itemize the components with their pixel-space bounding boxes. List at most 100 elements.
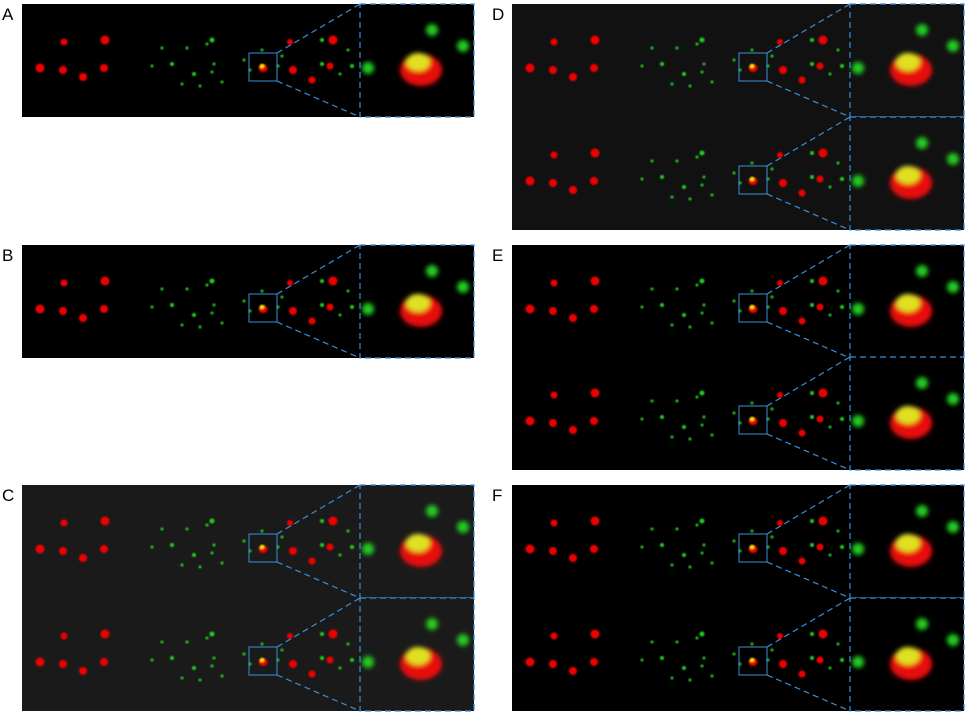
red-cell [816, 415, 824, 423]
target-core [406, 53, 430, 71]
image-background [22, 598, 474, 711]
green-cell [750, 642, 754, 646]
zoom-box [248, 293, 278, 323]
green-cell [320, 279, 324, 283]
red-cell [60, 519, 68, 527]
red-cell [777, 152, 783, 158]
green-cell [260, 529, 264, 533]
red-cell [289, 66, 297, 74]
target-core [896, 534, 920, 552]
green-cell [660, 62, 664, 66]
green-cell [750, 401, 754, 405]
green-cell [699, 278, 705, 284]
green-cell [320, 38, 324, 42]
panel-label: B [2, 246, 13, 265]
green-cell [260, 289, 264, 293]
panel-label: E [492, 246, 503, 265]
green-cell [828, 313, 832, 317]
green-cell [320, 519, 324, 523]
green-cell [205, 283, 209, 287]
red-cell [60, 279, 68, 287]
green-cell [947, 40, 959, 52]
green-cell [675, 640, 679, 644]
green-cell [710, 321, 714, 325]
green-cell [650, 527, 654, 531]
target-core [749, 176, 755, 182]
red-cell [569, 73, 577, 81]
green-cell [180, 676, 184, 680]
green-cell [242, 652, 246, 656]
red-cell [35, 63, 45, 73]
panel-label: D [492, 5, 504, 24]
green-cell [346, 48, 350, 52]
red-cell [525, 657, 535, 667]
red-cell [550, 38, 558, 46]
green-cell [426, 618, 438, 630]
green-cell [242, 58, 246, 62]
red-cell [818, 516, 828, 526]
red-cell [779, 660, 787, 668]
green-cell [732, 171, 736, 175]
green-cell [350, 64, 354, 68]
red-cell [777, 392, 783, 398]
red-cell [525, 416, 535, 426]
green-cell [840, 417, 844, 421]
red-cell [549, 66, 557, 74]
panel-label: F [492, 486, 502, 505]
green-cell [770, 54, 774, 58]
green-cell [426, 24, 438, 36]
green-cell [710, 433, 714, 437]
green-cell [828, 666, 832, 670]
green-cell [699, 518, 705, 524]
green-cell [947, 153, 959, 165]
red-cell [59, 547, 67, 555]
green-cell [170, 543, 174, 547]
green-cell [212, 656, 216, 660]
green-cell [710, 561, 714, 565]
zoom-box [248, 533, 278, 563]
red-cell [326, 62, 334, 70]
zoom-line [766, 597, 851, 648]
green-cell [836, 642, 840, 646]
red-cell [287, 520, 293, 526]
zoom-line [276, 80, 361, 118]
zoom-line [766, 561, 851, 599]
zoom-line [766, 321, 851, 359]
target-core [749, 544, 755, 550]
cells [525, 35, 844, 88]
green-cell [220, 561, 224, 565]
zoom-line [276, 484, 361, 535]
green-cell [702, 543, 706, 547]
zoom-line [276, 3, 361, 54]
green-cell [205, 523, 209, 527]
green-cell [852, 656, 864, 668]
green-cell [220, 674, 224, 678]
green-cell [338, 553, 342, 557]
red-cell [798, 189, 806, 197]
red-cell [100, 35, 110, 45]
inset-frame [849, 597, 965, 712]
green-cell [688, 678, 692, 682]
red-cell [569, 314, 577, 322]
red-cell [100, 64, 108, 72]
green-cell [180, 563, 184, 567]
green-cell [947, 521, 959, 533]
green-cell [362, 543, 374, 555]
red-cell [100, 305, 108, 313]
red-cell [326, 656, 334, 664]
red-cell [287, 633, 293, 639]
green-cell [947, 634, 959, 646]
green-cell [710, 80, 714, 84]
zoom-line [766, 193, 851, 231]
red-cell [79, 667, 87, 675]
green-cell [170, 656, 174, 660]
red-cell [798, 670, 806, 678]
image-strip [22, 597, 475, 712]
cells [525, 516, 844, 569]
green-cell [660, 303, 664, 307]
zoom-line [276, 674, 361, 712]
green-cell [916, 505, 928, 517]
green-cell [810, 151, 814, 155]
red-cell [569, 426, 577, 434]
red-cell [590, 516, 600, 526]
